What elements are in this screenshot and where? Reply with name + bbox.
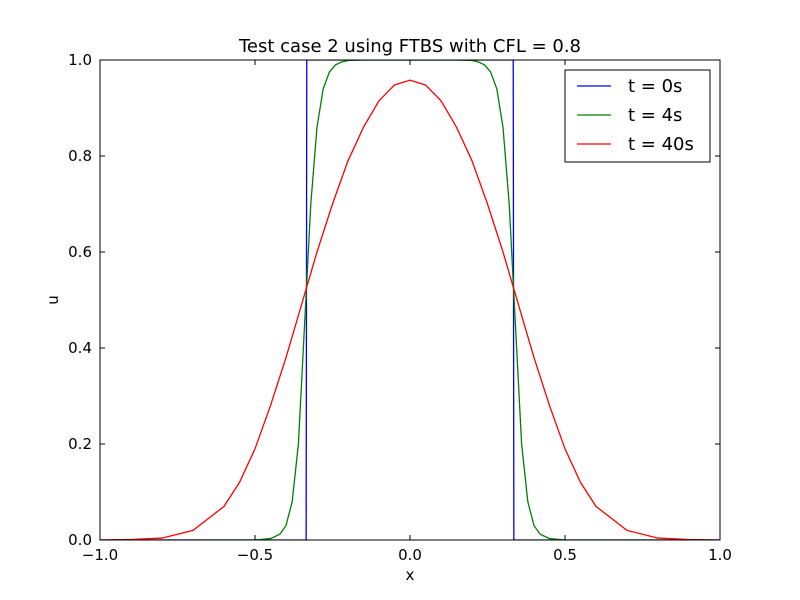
y-axis-label: u [44, 295, 62, 305]
y-tick-label: 0.6 [68, 243, 92, 261]
series-lines [100, 60, 720, 540]
series-line-2 [100, 79, 720, 540]
x-tick-label: 0.0 [398, 546, 422, 564]
series-line-1 [100, 60, 720, 540]
legend-label-2: t = 40s [628, 134, 694, 155]
legend-box [564, 69, 711, 163]
axis-ticks: −1.0 −0.5 0.0 0.5 1.0 0.0 0.2 0.4 0.6 0.8 1.0 [68, 51, 732, 564]
legend-label-0: t = 0s [628, 76, 682, 97]
x-tick-label: −0.5 [237, 546, 273, 564]
chart-title: Test case 2 using FTBS with CFL = 0.8 [238, 36, 581, 57]
y-tick-label: 0.8 [68, 147, 92, 165]
y-tick-label: 0.4 [68, 339, 92, 357]
x-tick-label: −1.0 [82, 546, 118, 564]
y-tick-label: 0.2 [68, 435, 92, 453]
legend: t = 0s t = 4s t = 40s [564, 69, 711, 163]
y-tick-label: 0.0 [68, 531, 92, 549]
x-tick-label: 0.5 [553, 546, 577, 564]
x-tick-label: 1.0 [708, 546, 732, 564]
y-tick-label: 1.0 [68, 51, 92, 69]
x-axis-label: x [406, 566, 415, 584]
legend-label-1: t = 4s [628, 105, 682, 126]
